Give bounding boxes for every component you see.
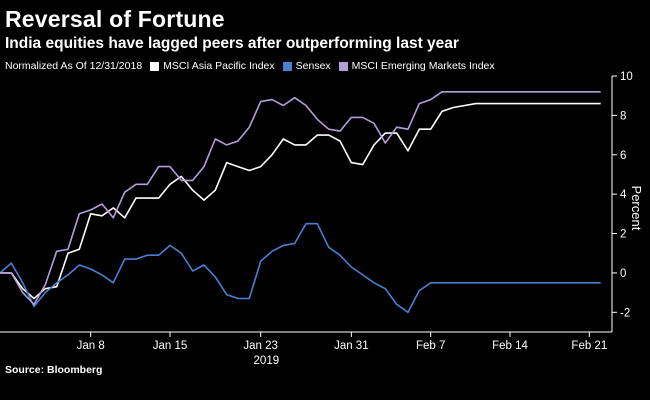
series-line-sensex (0, 222, 601, 314)
x-tick-label: Feb 21 (571, 340, 607, 352)
x-tick-label: Feb 7 (416, 340, 445, 352)
x-tick-label: Jan 15 (153, 340, 188, 352)
series-line-msci-asia-pacific-index (0, 102, 601, 300)
chart-subtitle: India equities have lagged peers after o… (5, 35, 459, 52)
legend-note: Normalized As Of 12/31/2018 (5, 60, 143, 72)
x-year-label: 2019 (254, 355, 280, 367)
legend-swatch-msci-emerging-markets (338, 61, 348, 71)
legend-label-sensex: Sensex (295, 60, 331, 72)
chart-title: Reversal of Fortune (5, 6, 225, 32)
y-tick-label: 6 (620, 150, 626, 162)
legend-item-msci-emerging-markets: MSCI Emerging Markets Index (338, 60, 495, 72)
x-tick-label: Jan 23 (243, 340, 278, 352)
y-tick-label: 2 (620, 229, 626, 241)
legend-swatch-msci-asia-pacific (150, 61, 160, 71)
y-tick-label: 8 (620, 110, 626, 122)
y-tick-label: 10 (620, 71, 633, 83)
legend-swatch-sensex (282, 61, 292, 71)
y-tick-label: -2 (620, 307, 630, 319)
legend-label-msci-emerging-markets: MSCI Emerging Markets Index (351, 60, 495, 72)
legend: Normalized As Of 12/31/2018 MSCI Asia Pa… (5, 60, 503, 72)
series-line-msci-emerging-markets-index (0, 91, 601, 306)
legend-label-msci-asia-pacific: MSCI Asia Pacific Index (163, 60, 275, 72)
legend-item-sensex: Sensex (282, 60, 331, 72)
y-tick-label: 4 (620, 189, 627, 201)
x-tick-label: Jan 31 (334, 340, 369, 352)
source-note: Source: Bloomberg (5, 364, 103, 376)
x-tick-label: Jan 8 (77, 340, 105, 352)
legend-item-msci-asia-pacific: MSCI Asia Pacific Index (150, 60, 275, 72)
y-axis-title: Percent (629, 186, 644, 231)
x-tick-label: Feb 14 (492, 340, 528, 352)
y-tick-label: 0 (620, 268, 626, 280)
